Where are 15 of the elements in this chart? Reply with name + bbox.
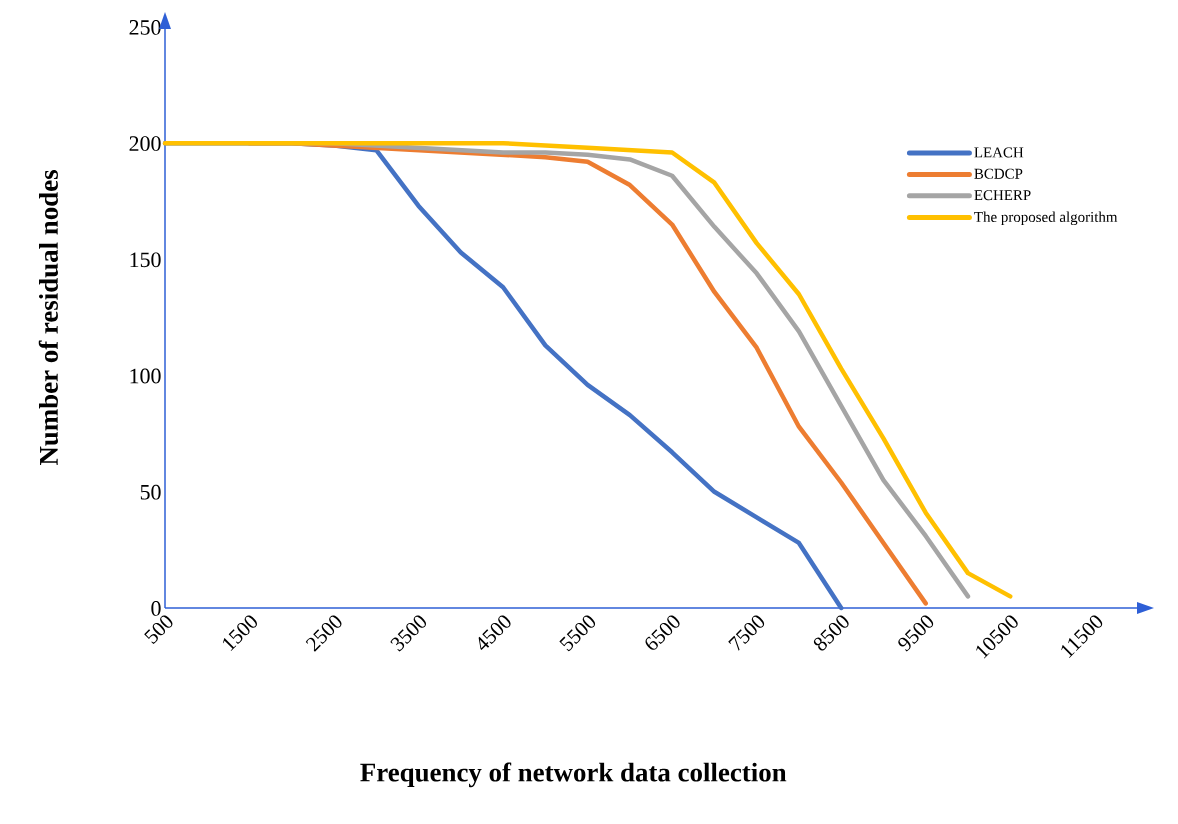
legend-label: BCDCP xyxy=(974,168,1023,179)
x-tick-label: 500 xyxy=(144,615,173,644)
y-tick-label: 250 xyxy=(129,20,161,35)
legend-label: ECHERP xyxy=(974,190,1031,201)
legend-label: LEACH xyxy=(974,147,1024,158)
y-tick-label: 200 xyxy=(129,136,161,152)
x-axis-title: Frequency of network data collection xyxy=(360,762,787,788)
y-tick-label: 50 xyxy=(140,484,161,500)
y-tick-label: 150 xyxy=(130,252,161,268)
x-tick-label: 6500 xyxy=(645,615,680,650)
y-axis-title: Number of residual nodes xyxy=(38,170,58,466)
legend-label: The proposed algorithm xyxy=(974,211,1118,226)
y-tick-label: 100 xyxy=(130,368,161,384)
y-tick-label: 0 xyxy=(151,601,161,616)
x-tick-label: 4500 xyxy=(478,615,511,650)
